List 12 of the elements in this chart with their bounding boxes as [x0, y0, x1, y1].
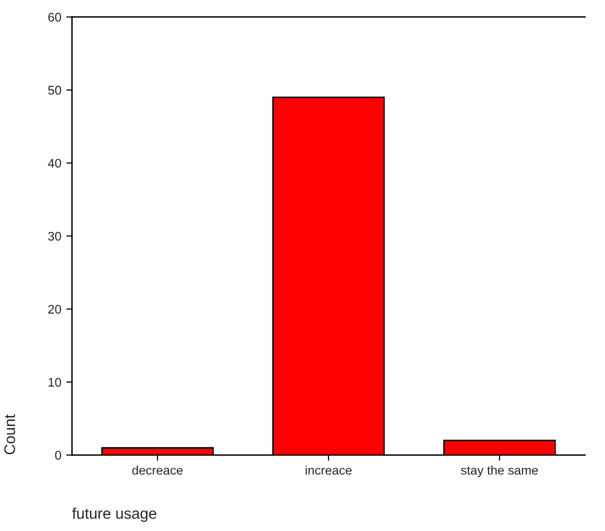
x-tick-label: decreace — [132, 465, 183, 475]
x-tick-label: increace — [306, 465, 352, 475]
y-axis-title: Count — [4, 414, 16, 454]
x-tick-label: stay the same — [460, 465, 538, 478]
y-tick-label: 0 — [55, 450, 62, 460]
y-tick-label: 60 — [48, 12, 62, 22]
y-tick-label: 30 — [48, 232, 62, 241]
y-tick-label: 40 — [48, 158, 62, 168]
y-tick-label: 50 — [48, 86, 62, 95]
y-tick-label: 20 — [48, 304, 62, 314]
x-axis-title: future usage — [72, 508, 156, 522]
y-tick-label: 10 — [48, 378, 62, 387]
